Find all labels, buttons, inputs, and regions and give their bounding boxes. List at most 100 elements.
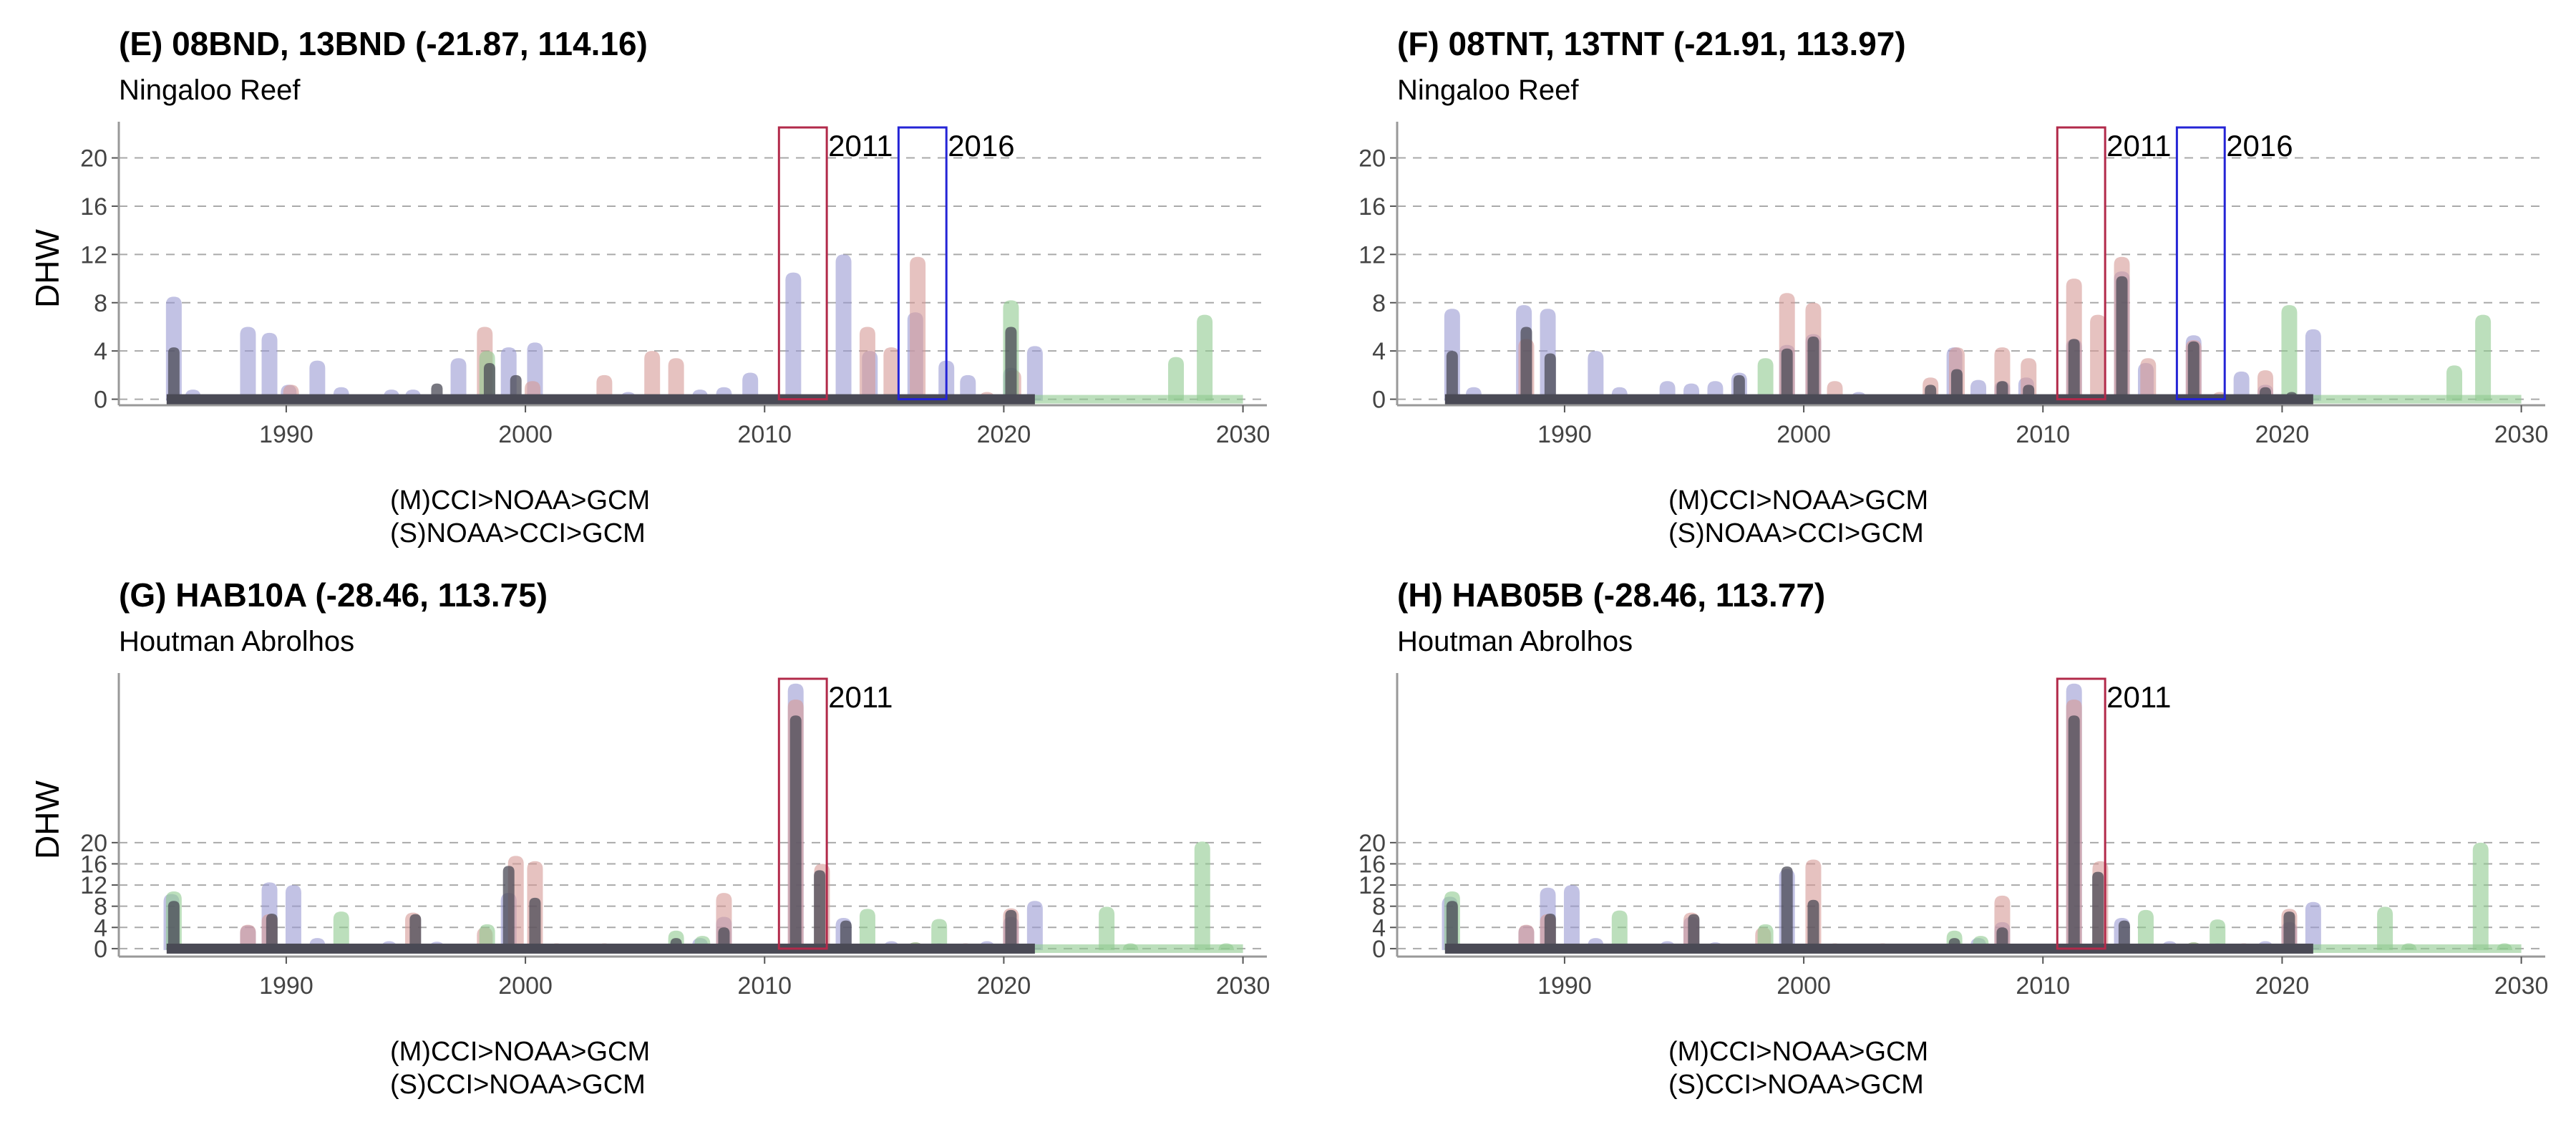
dhw-peak: [2210, 919, 2226, 950]
dhw-peak: [2137, 909, 2154, 950]
dhw-peak: [2472, 842, 2489, 950]
dhw-peak: [1099, 906, 1115, 950]
x-tick-label: 2010: [2016, 972, 2070, 1000]
dhw-peak: [285, 885, 301, 950]
series-cci: [1442, 683, 2321, 954]
x-tick-label: 2030: [2494, 421, 2549, 448]
y-tick-label: 12: [80, 241, 107, 269]
caption-line-s: (S)NOAA>CCI>GCM: [1668, 518, 1924, 548]
x-tick-label: 2020: [2255, 421, 2310, 448]
baseline-band: [1444, 943, 2313, 954]
y-tick-label: 16: [80, 851, 107, 878]
series-noaa: [1518, 256, 2274, 401]
dhw-peak: [479, 924, 495, 950]
y-tick-label: 4: [1372, 914, 1386, 942]
dhw-peak: [2401, 943, 2417, 952]
panel-e: (E) 08BND, 13BND (-21.87, 114.16) Ningal…: [0, 0, 1274, 558]
baseline-band: [1444, 394, 2313, 405]
y-tick-label: 16: [1359, 193, 1386, 221]
dhw-peak: [1544, 914, 1556, 950]
dhw-peak: [2305, 901, 2321, 950]
x-tick-label: 2020: [977, 972, 1031, 1000]
panel-subtitle: Houtman Abrolhos: [119, 626, 355, 657]
caption-line-s: (S)CCI>NOAA>GCM: [1668, 1070, 1924, 1100]
series-cci: [163, 683, 1043, 954]
dhw-peak: [1026, 346, 1043, 401]
y-tick-label: 20: [1359, 830, 1386, 857]
caption-line-s: (S)NOAA>CCI>GCM: [390, 518, 646, 548]
dhw-peak: [450, 358, 467, 401]
y-tick-label: 8: [1372, 894, 1386, 921]
x-tick-label: 2010: [2016, 421, 2070, 448]
panel-title: (G) HAB10A (-28.46, 113.75): [119, 576, 548, 614]
x-tick-label: 2020: [2255, 972, 2310, 1000]
panel-g: (G) HAB10A (-28.46, 113.75) Houtman Abro…: [0, 551, 1274, 1110]
highlight-box-2011: [777, 126, 828, 401]
dhw-chart-f: 0 4 8 12 16 20 1990 2000 2010 2020 2030 2011 2016: [1359, 122, 2549, 448]
dhw-peak: [1757, 358, 1774, 401]
dhw-peak: [1757, 924, 1774, 950]
y-tick-label: 4: [94, 914, 107, 942]
x-tick-label: 2010: [737, 421, 792, 448]
y-tick-label: 20: [80, 145, 107, 173]
series-gcm: [165, 841, 1243, 953]
y-tick-label: 0: [94, 387, 107, 414]
dhw-peak: [2068, 339, 2080, 401]
y-tick-label: 8: [94, 894, 107, 921]
panel-subtitle: Houtman Abrolhos: [1397, 626, 1633, 657]
gcm-baseline: [2305, 395, 2522, 404]
dhw-peak: [529, 897, 541, 950]
y-tick-label: 12: [1359, 872, 1386, 899]
x-tick-label: 1990: [259, 972, 314, 1000]
dhw-peak: [266, 914, 278, 950]
highlight-box-2011: [2056, 677, 2106, 950]
caption-line-s: (S)CCI>NOAA>GCM: [390, 1070, 646, 1100]
dhw-peak: [2233, 371, 2250, 401]
y-tick-label: 0: [1372, 387, 1386, 414]
dhw-peak: [2281, 305, 2298, 401]
dhw-peak: [502, 866, 515, 950]
y-tick-label: 0: [94, 936, 107, 963]
dhw-peak: [1197, 314, 1213, 401]
series-core: [167, 326, 1017, 401]
dhw-peak: [1005, 909, 1017, 950]
dhw-peak: [1950, 369, 1963, 401]
x-tick-label: 2000: [498, 421, 553, 448]
dhw-peak: [2377, 906, 2393, 950]
panel-title: (E) 08BND, 13BND (-21.87, 114.16): [119, 25, 648, 62]
highlight-label-2011: 2011: [2106, 680, 2171, 714]
y-tick-label: 12: [1359, 241, 1386, 269]
y-tick-label: 20: [1359, 145, 1386, 173]
dhw-peak: [409, 914, 422, 950]
dhw-peak: [840, 920, 852, 950]
gcm-baseline: [1023, 395, 1243, 404]
highlight-label-2016: 2016: [948, 129, 1014, 163]
dhw-peak: [883, 347, 900, 401]
dhw-peak: [333, 911, 349, 950]
dhw-chart-e: 0 4 8 12 16 20 1990 2000 2010 2020 2030 DHW 2011 2016: [29, 122, 1270, 448]
series-core: [1446, 715, 2295, 950]
y-tick-label: 16: [1359, 851, 1386, 878]
dhw-peak: [309, 360, 326, 401]
dhw-peak: [859, 326, 875, 401]
dhw-peak: [1544, 353, 1556, 401]
y-tick-label: 12: [80, 872, 107, 899]
highlight-box-2016: [2175, 126, 2226, 401]
dhw-peak: [1781, 866, 1793, 950]
dhw-peak: [2092, 871, 2104, 950]
dhw-peak: [2140, 358, 2157, 401]
x-tick-label: 1990: [1537, 972, 1592, 1000]
panel-h: (H) HAB05B (-28.46, 113.77) Houtman Abro…: [1278, 551, 2552, 1110]
dhw-peak: [1807, 899, 1819, 950]
dhw-peak: [1611, 910, 1628, 950]
dhw-peak: [785, 272, 802, 401]
dhw-peak: [2497, 943, 2513, 952]
dhw-peak: [483, 363, 495, 401]
dhw-peak: [2475, 314, 2492, 401]
y-tick-label: 20: [80, 830, 107, 857]
series-noaa: [283, 256, 1021, 401]
panel-title: (H) HAB05B (-28.46, 113.77): [1397, 576, 1826, 614]
panel-f: (F) 08TNT, 13TNT (-21.91, 113.97) Ningal…: [1278, 0, 2552, 558]
y-tick-label: 8: [1372, 290, 1386, 317]
